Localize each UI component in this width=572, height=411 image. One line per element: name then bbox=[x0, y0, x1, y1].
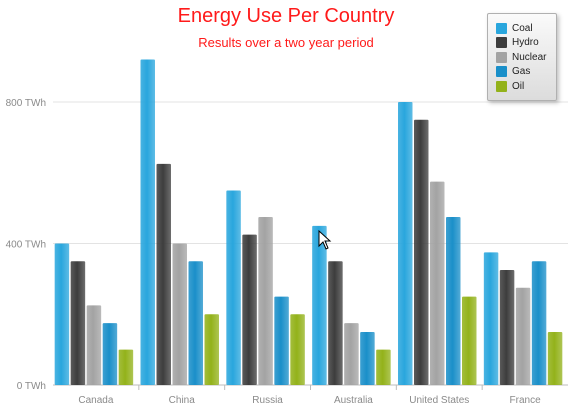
x-tick-label: Australia bbox=[334, 395, 373, 406]
bar-oil-china[interactable] bbox=[204, 314, 220, 385]
bar-coal-china[interactable] bbox=[140, 59, 156, 386]
bar-hydro-united-states[interactable] bbox=[414, 119, 429, 385]
bar-coal-russia[interactable] bbox=[226, 190, 241, 385]
bar-nuclear-france[interactable] bbox=[515, 287, 531, 385]
bar-gas-china[interactable] bbox=[188, 261, 204, 385]
bar-oil-russia[interactable] bbox=[290, 314, 305, 385]
bar-coal-united-states[interactable] bbox=[398, 102, 413, 385]
legend-item-nuclear[interactable]: Nuclear bbox=[496, 50, 546, 64]
legend-swatch bbox=[496, 22, 507, 34]
bar-hydro-china[interactable] bbox=[156, 163, 172, 385]
mouse-pointer-icon bbox=[318, 230, 332, 250]
chart-title: Energy Use Per Country bbox=[177, 5, 395, 27]
bar-gas-australia[interactable] bbox=[360, 331, 375, 385]
axes: 0 TWh 400 TWh 800 TWh Canada China Russia Aust… bbox=[6, 98, 541, 406]
y-tick-label: 400 TWh bbox=[6, 240, 46, 251]
bar-nuclear-australia[interactable] bbox=[344, 323, 359, 385]
bar-oil-france[interactable] bbox=[547, 331, 563, 385]
x-tick-label: Canada bbox=[78, 395, 113, 406]
x-tick-label: United States bbox=[409, 395, 469, 406]
bar-hydro-australia[interactable] bbox=[328, 261, 343, 385]
legend-swatch bbox=[496, 37, 507, 48]
bar-gas-france[interactable] bbox=[531, 261, 547, 385]
legend-label: Nuclear bbox=[512, 51, 547, 63]
legend-label: Oil bbox=[512, 80, 525, 92]
bar-oil-australia[interactable] bbox=[376, 349, 391, 385]
bar-gas-canada[interactable] bbox=[102, 323, 118, 385]
bar-nuclear-canada[interactable] bbox=[86, 305, 102, 385]
legend-item-coal[interactable]: Coal bbox=[496, 21, 533, 35]
bar-coal-france[interactable] bbox=[483, 252, 499, 385]
bar-hydro-france[interactable] bbox=[499, 270, 515, 385]
legend-item-oil[interactable]: Oil bbox=[496, 79, 524, 93]
bar-coal-canada[interactable] bbox=[54, 243, 70, 386]
legend-label: Gas bbox=[512, 66, 531, 77]
legend-swatch bbox=[496, 51, 507, 63]
bar-nuclear-china[interactable] bbox=[172, 243, 188, 386]
bar-oil-canada[interactable] bbox=[118, 349, 134, 385]
chart-subtitle: Results over a two year period bbox=[198, 35, 374, 50]
bar-nuclear-united-states[interactable] bbox=[430, 181, 445, 385]
y-tick-label: 0 TWh bbox=[17, 381, 46, 392]
x-tick-label: China bbox=[169, 395, 196, 406]
bar-oil-united-states[interactable] bbox=[462, 296, 477, 385]
legend-label: Coal bbox=[512, 22, 533, 34]
bar-gas-united-states[interactable] bbox=[446, 216, 461, 385]
bar-coal-australia[interactable] bbox=[312, 225, 327, 385]
bars bbox=[54, 59, 563, 386]
legend-item-gas[interactable]: Gas bbox=[496, 65, 530, 79]
legend-swatch bbox=[496, 66, 507, 77]
bar-gas-russia[interactable] bbox=[274, 296, 289, 385]
bar-hydro-canada[interactable] bbox=[70, 261, 86, 385]
legend: Coal Hydro Nuclear Gas Oil bbox=[487, 13, 557, 101]
legend-label: Hydro bbox=[512, 37, 539, 48]
x-tick-label: Russia bbox=[252, 395, 283, 406]
legend-swatch bbox=[496, 80, 507, 92]
bar-nuclear-russia[interactable] bbox=[258, 216, 273, 385]
y-tick-label: 800 TWh bbox=[6, 98, 46, 109]
legend-item-hydro[interactable]: Hydro bbox=[496, 36, 539, 50]
bar-hydro-russia[interactable] bbox=[242, 234, 257, 385]
x-tick-label: France bbox=[510, 395, 542, 406]
